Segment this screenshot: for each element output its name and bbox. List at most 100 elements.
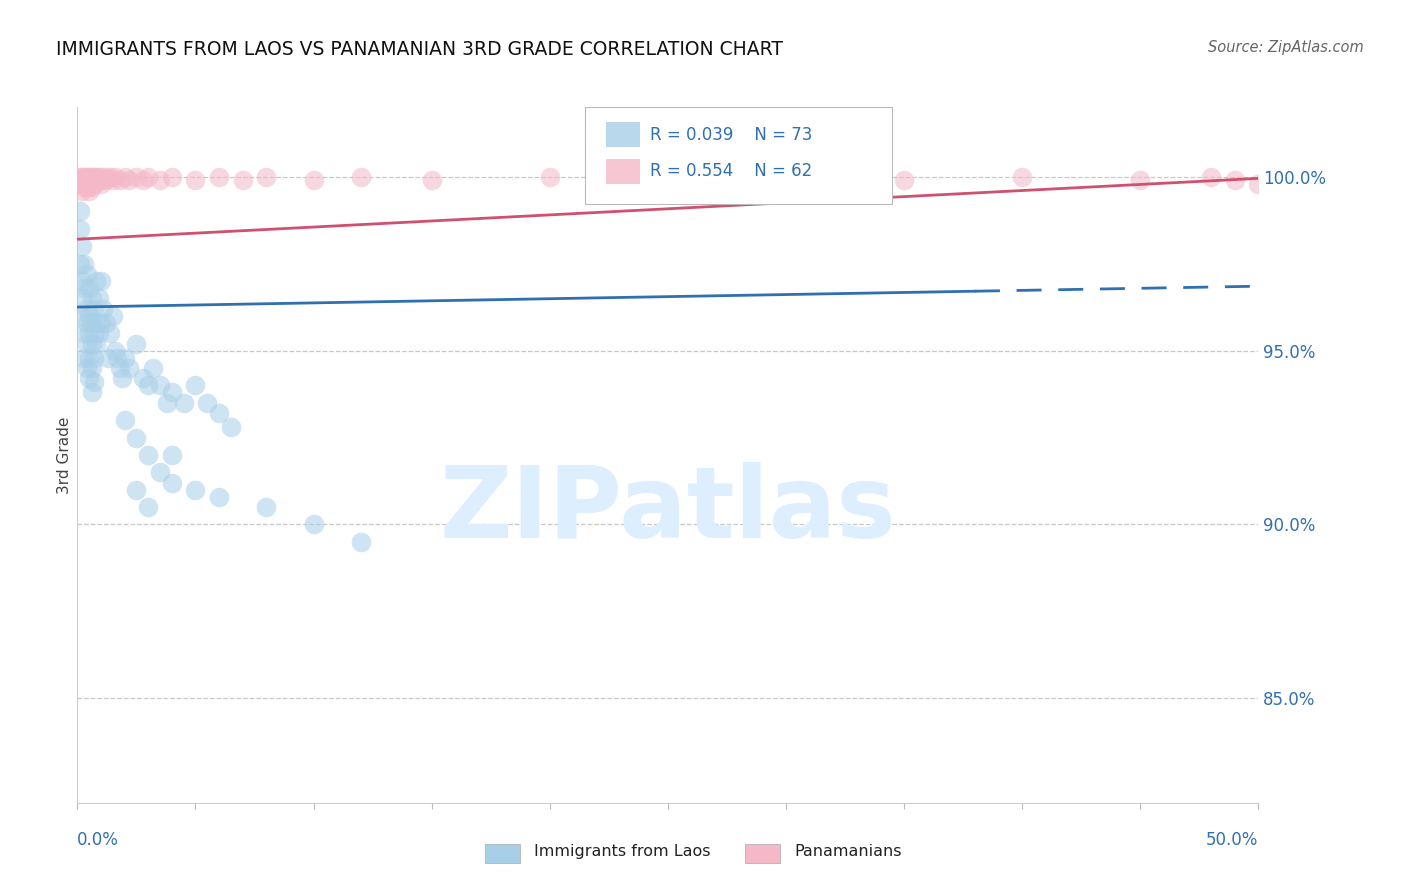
Point bbox=[195, 395, 218, 409]
Point bbox=[76, 316, 98, 330]
Point bbox=[160, 448, 183, 462]
Point bbox=[254, 500, 277, 514]
Point bbox=[73, 173, 96, 187]
Point bbox=[125, 430, 148, 444]
Point bbox=[254, 169, 277, 184]
Point bbox=[80, 180, 103, 194]
Point bbox=[83, 301, 105, 316]
Point bbox=[136, 378, 159, 392]
Point bbox=[80, 292, 103, 306]
Point bbox=[142, 361, 165, 376]
Point bbox=[350, 534, 373, 549]
Y-axis label: 3rd Grade: 3rd Grade bbox=[56, 417, 72, 493]
Point bbox=[87, 173, 110, 187]
Point bbox=[69, 173, 91, 187]
Point bbox=[76, 177, 98, 191]
Point bbox=[80, 336, 103, 351]
Point bbox=[90, 316, 112, 330]
Point bbox=[80, 169, 103, 184]
Point bbox=[77, 326, 100, 341]
Point bbox=[76, 180, 98, 194]
Point bbox=[108, 173, 131, 187]
Point bbox=[1247, 177, 1270, 191]
Point bbox=[87, 326, 110, 341]
FancyBboxPatch shape bbox=[585, 107, 893, 204]
Point bbox=[114, 169, 136, 184]
Point bbox=[184, 173, 207, 187]
Point bbox=[83, 177, 105, 191]
FancyBboxPatch shape bbox=[606, 159, 640, 184]
Point bbox=[893, 173, 915, 187]
Point bbox=[84, 316, 107, 330]
FancyBboxPatch shape bbox=[606, 122, 640, 147]
Point bbox=[76, 169, 98, 184]
Point bbox=[70, 177, 93, 191]
Point bbox=[114, 413, 136, 427]
Point bbox=[132, 371, 155, 385]
Point bbox=[100, 169, 122, 184]
Point bbox=[77, 281, 100, 295]
Point bbox=[125, 336, 148, 351]
Point bbox=[302, 173, 325, 187]
Point bbox=[73, 326, 96, 341]
Point bbox=[94, 169, 117, 184]
Point bbox=[84, 173, 107, 187]
Point bbox=[94, 316, 117, 330]
Point bbox=[350, 169, 373, 184]
Point bbox=[111, 371, 134, 385]
Point bbox=[136, 169, 159, 184]
Point bbox=[80, 173, 103, 187]
Point bbox=[1199, 169, 1222, 184]
Point bbox=[76, 336, 98, 351]
Point bbox=[87, 292, 110, 306]
Point bbox=[90, 173, 112, 187]
Point bbox=[208, 490, 231, 504]
Point bbox=[160, 169, 183, 184]
Point bbox=[70, 239, 93, 253]
Point bbox=[73, 351, 96, 365]
Point bbox=[80, 177, 103, 191]
Point bbox=[136, 500, 159, 514]
Point bbox=[1129, 173, 1152, 187]
Point bbox=[114, 351, 136, 365]
Text: IMMIGRANTS FROM LAOS VS PANAMANIAN 3RD GRADE CORRELATION CHART: IMMIGRANTS FROM LAOS VS PANAMANIAN 3RD G… bbox=[56, 40, 783, 59]
Point bbox=[184, 483, 207, 497]
Point bbox=[73, 169, 96, 184]
Point bbox=[94, 173, 117, 187]
Point bbox=[118, 361, 141, 376]
Point bbox=[101, 309, 124, 323]
Point bbox=[80, 385, 103, 400]
Point bbox=[100, 326, 122, 341]
Point bbox=[77, 371, 100, 385]
Point bbox=[90, 169, 112, 184]
Point bbox=[108, 361, 131, 376]
Text: 50.0%: 50.0% bbox=[1206, 830, 1258, 848]
Point bbox=[76, 173, 98, 187]
Text: Panamanians: Panamanians bbox=[794, 845, 901, 859]
Point bbox=[69, 222, 91, 236]
Point bbox=[73, 257, 96, 271]
Point bbox=[149, 378, 172, 392]
Point bbox=[160, 475, 183, 490]
Point bbox=[208, 169, 231, 184]
Text: ZIPatlas: ZIPatlas bbox=[440, 462, 896, 559]
Point bbox=[83, 375, 105, 389]
Point bbox=[173, 395, 195, 409]
Point bbox=[77, 177, 100, 191]
Point bbox=[70, 309, 93, 323]
Text: R = 0.554    N = 62: R = 0.554 N = 62 bbox=[650, 162, 813, 180]
Point bbox=[90, 274, 112, 288]
Point bbox=[149, 173, 172, 187]
Point bbox=[69, 204, 91, 219]
Point bbox=[84, 169, 107, 184]
Point bbox=[73, 281, 96, 295]
Point bbox=[76, 361, 98, 376]
Point bbox=[83, 169, 105, 184]
Point bbox=[104, 343, 127, 358]
Point bbox=[69, 257, 91, 271]
Point bbox=[107, 351, 129, 365]
Point bbox=[70, 292, 93, 306]
Point bbox=[77, 184, 100, 198]
Point bbox=[70, 169, 93, 184]
Point bbox=[84, 336, 107, 351]
